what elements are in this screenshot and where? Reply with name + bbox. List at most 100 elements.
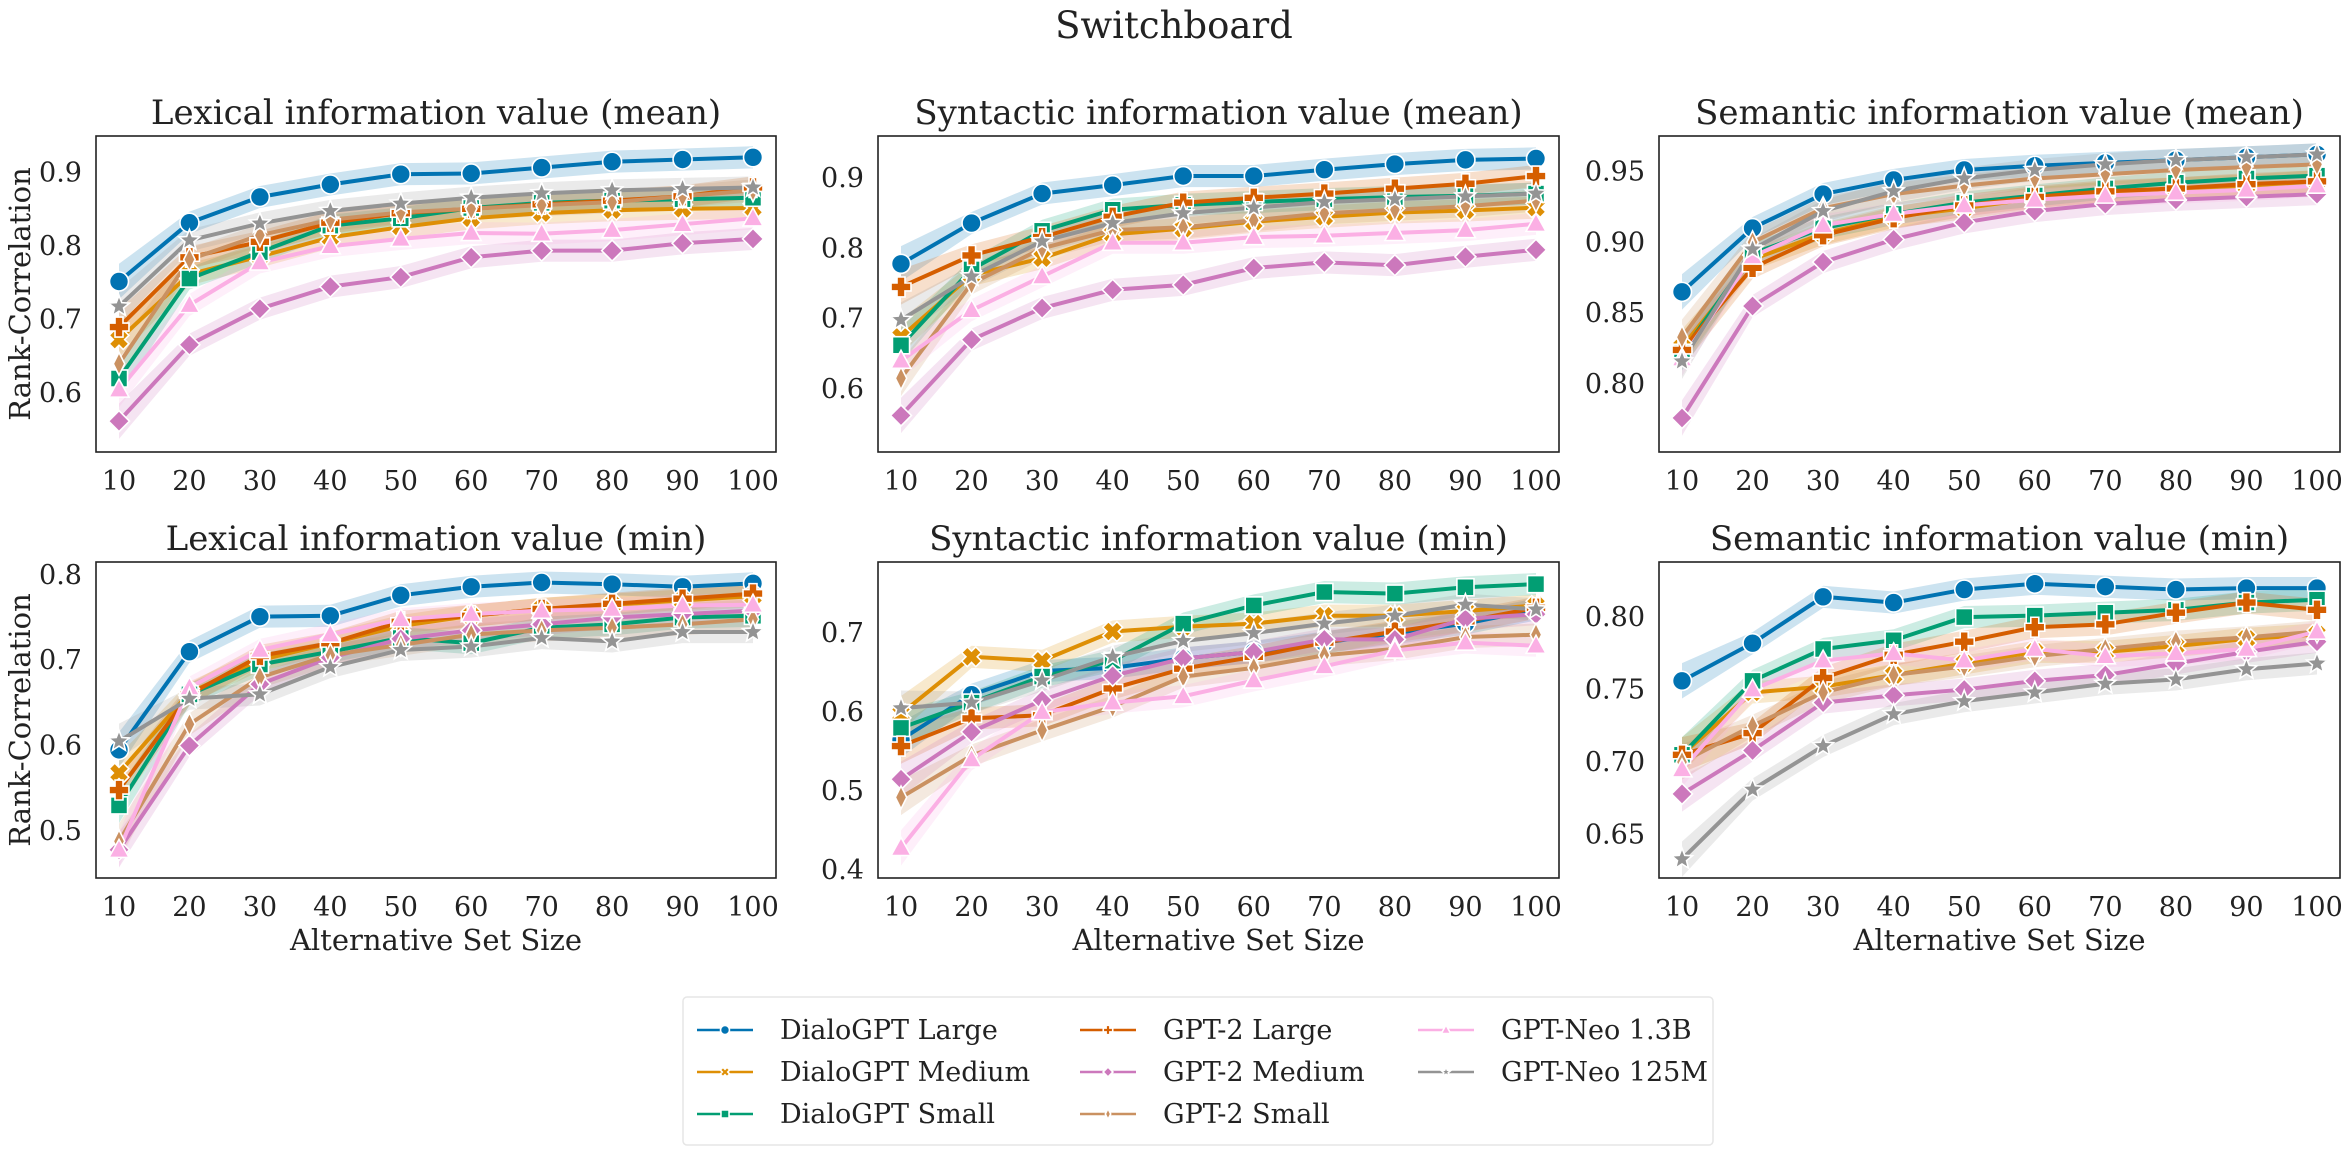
panel-3-point-gpt-neo-125m-10 <box>1669 348 1695 372</box>
panel-6-point-gpt-2-large-60 <box>2024 616 2046 639</box>
panel-1-point-gpt-neo-1-3b-60 <box>459 220 483 242</box>
panel-2-x-tick-100: 100 <box>1510 466 1562 497</box>
panel-1-line-dialogpt-large <box>117 155 754 284</box>
panel-5-point-gpt-neo-125m-50 <box>1170 627 1196 652</box>
panel-2-point-gpt-2-large-100 <box>1525 165 1547 187</box>
panel-5-point-dialogpt-medium-20 <box>960 645 983 668</box>
panel-6-point-gpt-2-medium-10 <box>1670 782 1694 806</box>
panel-1-point-gpt-neo-1-3b-20 <box>178 292 201 314</box>
panel-6-point-gpt-neo-1-3b-70 <box>2094 644 2117 665</box>
panel-6-band-gpt-neo-1-3b <box>1682 620 2317 787</box>
legend-item-gpt-2-large: GPT-2 Large <box>1080 1015 1332 1046</box>
panel-2-point-gpt-2-medium-10 <box>889 403 913 428</box>
panel-5-point-gpt-neo-125m-40 <box>1100 643 1126 668</box>
panel-6-x-label: Alternative Set Size <box>1852 923 2145 957</box>
panel-6-line-dialogpt-medium <box>1680 632 2318 757</box>
figure-title: Switchboard <box>1055 4 1293 47</box>
panel-6-point-gpt-neo-125m-70 <box>2092 670 2118 695</box>
panel-1-x-tick-90: 90 <box>665 466 699 497</box>
panel-5-point-gpt-neo-125m-20 <box>959 689 985 714</box>
panel-4-x-tick-100: 100 <box>727 892 779 923</box>
panel-2-x-tick-80: 80 <box>1378 466 1412 497</box>
panel-1-line-gpt-neo-125m <box>117 185 754 308</box>
panel-5-point-gpt-neo-1-3b-10 <box>889 835 913 857</box>
panel-6-point-dialogpt-large-70 <box>2095 576 2116 597</box>
panel-1-point-gpt-2-medium-30 <box>248 297 272 321</box>
panel-2-line-gpt-2-medium <box>899 247 1537 417</box>
panel-4-band-gpt-2-medium <box>119 599 753 868</box>
legend-label-gpt-2-large: GPT-2 Large <box>1163 1015 1332 1046</box>
panel-4-point-gpt-neo-1-3b-40 <box>319 622 342 643</box>
panel-3-band-dialogpt-medium <box>1682 170 2317 365</box>
panel-3-point-gpt-2-medium-50 <box>1952 210 1976 235</box>
panel-5-point-gpt-2-large-10 <box>890 735 912 757</box>
panel-3-point-gpt-neo-1-3b-80 <box>2164 180 2188 202</box>
panel-4-point-gpt-neo-1-3b-10 <box>107 837 131 859</box>
panel-3-x-tick-60: 60 <box>2018 466 2052 497</box>
panel-1-point-gpt-2-small-20 <box>182 246 197 273</box>
panel-5-point-gpt-neo-1-3b-80 <box>1383 638 1407 659</box>
panel-4-point-gpt-neo-125m-10 <box>106 728 132 752</box>
panel-1-y-tick-2: 0.8 <box>39 231 82 262</box>
panel-1-point-gpt-2-medium-70 <box>530 239 554 263</box>
panel-6-point-gpt-neo-125m-90 <box>2233 656 2259 680</box>
panel-3-x-tick-80: 80 <box>2159 466 2193 497</box>
panel-6-line-dialogpt-large <box>1681 581 2317 683</box>
panel-6-point-gpt-2-large-90 <box>2235 591 2258 614</box>
panel-6-point-gpt-neo-1-3b-10 <box>1670 757 1694 778</box>
panel-4-x-tick-50: 50 <box>384 892 418 923</box>
panel-3-point-gpt-2-medium-10 <box>1670 406 1694 430</box>
legend-label-dialogpt-small: DialoGPT Small <box>780 1099 995 1130</box>
panel-5-x-tick-10: 10 <box>884 892 918 923</box>
panel-2-point-gpt-neo-1-3b-80 <box>1383 220 1407 242</box>
panel-1-point-dialogpt-large-90 <box>672 149 693 170</box>
panel-2-y-tick-1: 0.7 <box>821 304 864 335</box>
panel-1-point-gpt-2-medium-60 <box>459 245 483 269</box>
panel-2-point-dialogpt-large-30 <box>1031 183 1053 204</box>
panel-5-y-tick-1: 0.5 <box>821 776 864 807</box>
panel-4-point-dialogpt-large-50 <box>390 585 412 606</box>
panel-2-point-dialogpt-large-10 <box>890 253 912 275</box>
panel-3-x-tick-10: 10 <box>1665 466 1699 497</box>
panel-6-y-tick-3: 0.80 <box>1585 602 1645 633</box>
panel-4-band-dialogpt-large <box>119 571 753 768</box>
panel-2-point-gpt-2-small-10 <box>894 365 908 392</box>
panel-1-point-dialogpt-large-40 <box>320 174 341 195</box>
panel-1-band-gpt-2-medium <box>119 227 753 439</box>
panel-2-point-gpt-neo-125m-90 <box>1452 183 1478 207</box>
panel-4-point-dialogpt-large-60 <box>460 576 482 598</box>
panel-4-point-gpt-neo-1-3b-80 <box>600 596 624 618</box>
legend-label-gpt-2-small: GPT-2 Small <box>1163 1099 1330 1130</box>
panel-1-point-gpt-neo-125m-10 <box>106 293 132 318</box>
panel-4-y-label: Rank-Correlation <box>3 593 37 847</box>
panel-1-point-dialogpt-large-80 <box>601 151 623 173</box>
panel-6-x-tick-80: 80 <box>2159 892 2193 923</box>
panel-3-x-tick-90: 90 <box>2229 466 2263 497</box>
panel-2-line-gpt-2-large <box>900 174 1537 289</box>
panel-3-line-gpt-2-medium <box>1680 192 2318 420</box>
panel-4-x-tick-30: 30 <box>243 892 277 923</box>
panel-4-line-gpt-neo-125m <box>117 630 753 744</box>
panel-2-point-gpt-2-medium-60 <box>1242 256 1266 280</box>
panel-3-point-gpt-neo-1-3b-50 <box>1952 193 1976 214</box>
panel-6-line-gpt-2-medium <box>1680 639 2318 796</box>
panel-1-point-gpt-2-medium-50 <box>389 265 413 289</box>
panel-5-x-tick-60: 60 <box>1237 892 1271 923</box>
panel-1-point-gpt-2-medium-90 <box>670 231 695 255</box>
panel-2-x-tick-20: 20 <box>954 466 988 497</box>
panel-6-line-gpt-2-large <box>1681 600 2318 757</box>
panel-1-point-dialogpt-large-70 <box>531 157 552 178</box>
panel-5-line-gpt-2-small <box>899 632 1537 800</box>
panel-2-point-gpt-neo-1-3b-90 <box>1454 217 1477 239</box>
panel-5-point-gpt-neo-1-3b-50 <box>1171 684 1195 705</box>
panel-2-point-gpt-neo-1-3b-40 <box>1101 230 1124 252</box>
panel-1-title: Lexical information value (mean) <box>151 93 721 133</box>
panel-4-x-tick-70: 70 <box>524 892 558 923</box>
panel-6-y-tick-2: 0.75 <box>1585 675 1645 706</box>
panel-3-band-gpt-neo-125m <box>1682 143 2317 380</box>
panel-6-y-tick-1: 0.70 <box>1585 747 1645 778</box>
panel-1-point-gpt-neo-125m-100 <box>740 174 766 199</box>
panel-4-point-gpt-neo-125m-40 <box>317 653 343 678</box>
legend-marker-gpt-neo-1-3b <box>1439 1023 1453 1035</box>
